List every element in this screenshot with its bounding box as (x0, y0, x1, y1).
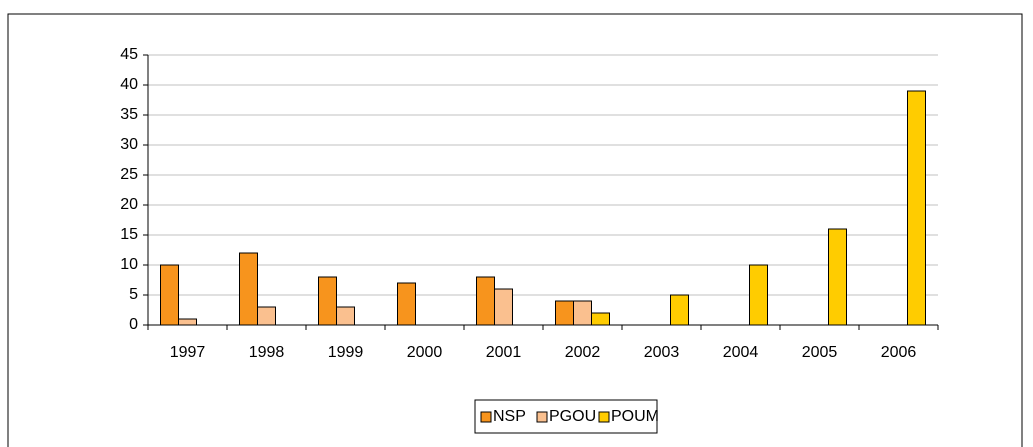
legend-label: POUM (611, 408, 659, 425)
legend-swatch (598, 411, 610, 423)
y-tick-label: 35 (120, 106, 138, 123)
bar (160, 264, 179, 326)
bar (318, 276, 337, 326)
y-tick-label: 10 (120, 256, 138, 273)
bar (257, 306, 276, 326)
y-tick-label: 5 (129, 286, 138, 303)
chart-frame (7, 13, 1023, 447)
bar (828, 228, 847, 326)
x-tick-label: 2003 (644, 344, 680, 361)
bar (591, 312, 610, 326)
x-tick-label: 1999 (328, 344, 364, 361)
legend-frame (474, 399, 658, 434)
bar (476, 276, 495, 326)
bar (336, 306, 355, 326)
x-tick-label: 1998 (249, 344, 285, 361)
y-tick-label: 20 (120, 196, 138, 213)
x-tick-label: 2001 (486, 344, 522, 361)
bar (397, 282, 416, 326)
legend-label: NSP (493, 408, 526, 425)
x-tick-label: 2002 (565, 344, 601, 361)
bar (670, 294, 689, 326)
x-tick-label: 1997 (170, 344, 206, 361)
legend-swatch (536, 411, 548, 423)
bar (749, 264, 768, 326)
bar (555, 300, 574, 326)
bar (907, 90, 926, 326)
legend-swatch (480, 411, 492, 423)
x-tick-label: 2006 (881, 344, 917, 361)
y-tick-label: 25 (120, 166, 138, 183)
x-tick-label: 2000 (407, 344, 443, 361)
bar (573, 300, 592, 326)
y-tick-label: 40 (120, 76, 138, 93)
x-tick-label: 2004 (723, 344, 759, 361)
x-tick-label: 2005 (802, 344, 838, 361)
y-tick-label: 15 (120, 226, 138, 243)
bar (178, 318, 197, 326)
bar (494, 288, 513, 326)
y-tick-label: 0 (129, 316, 138, 333)
y-tick-label: 30 (120, 136, 138, 153)
y-tick-label: 45 (120, 46, 138, 63)
bar (239, 252, 258, 326)
legend-label: PGOU (549, 408, 596, 425)
